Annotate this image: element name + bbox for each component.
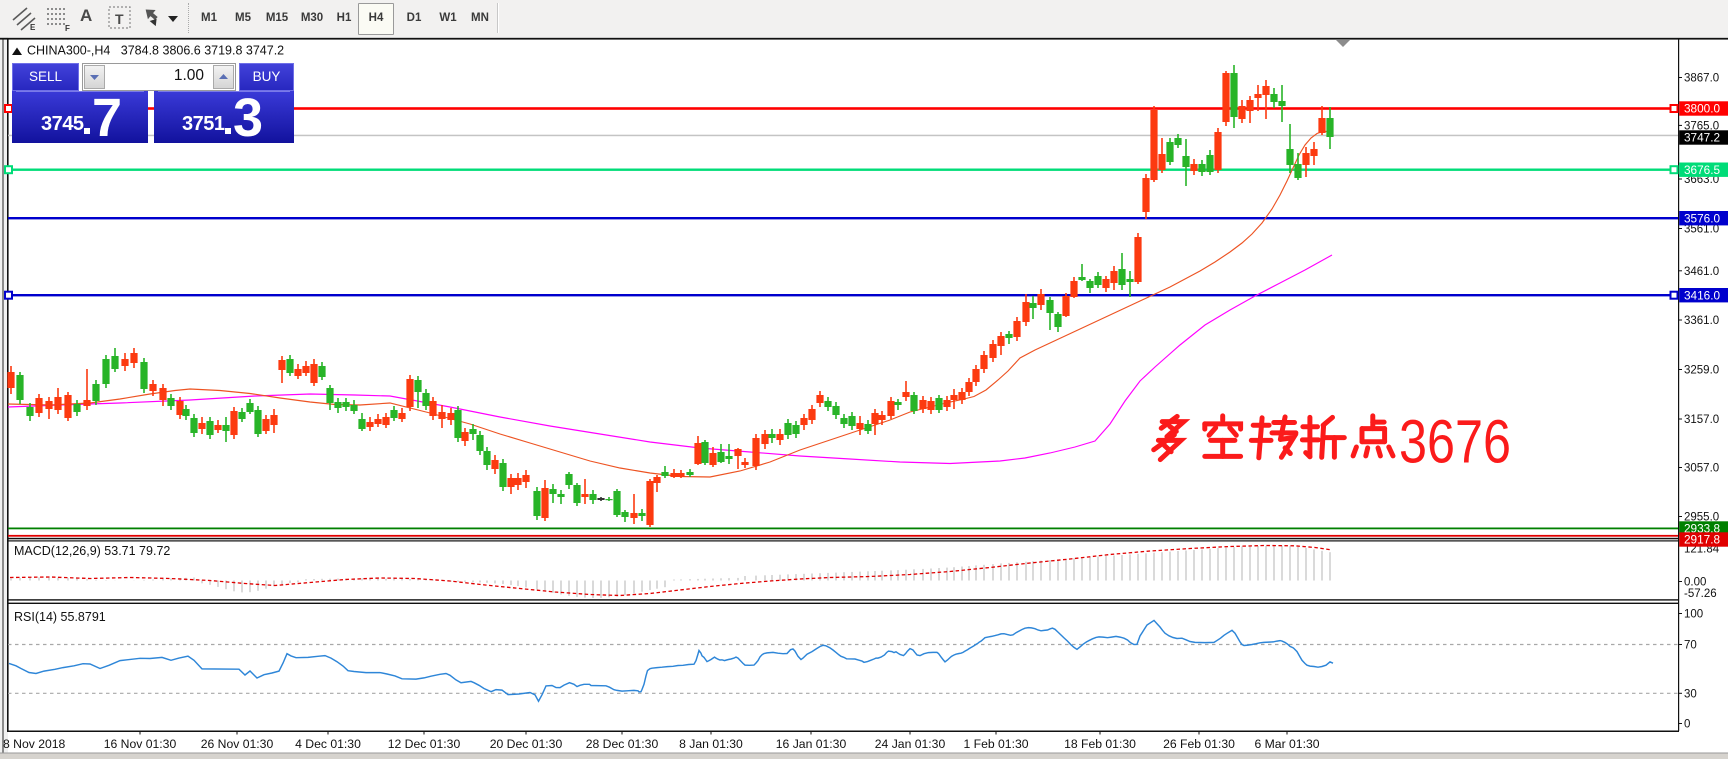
svg-text:F: F xyxy=(65,24,70,32)
svg-text:3361.0: 3361.0 xyxy=(1684,315,1719,327)
svg-text:-57.26: -57.26 xyxy=(1684,588,1717,600)
svg-text:30: 30 xyxy=(1684,688,1697,700)
svg-text:8 Jan 01:30: 8 Jan 01:30 xyxy=(679,737,743,751)
svg-text:1 Feb 01:30: 1 Feb 01:30 xyxy=(963,737,1028,751)
svg-text:E: E xyxy=(30,23,36,32)
svg-text:MACD(12,26,9) 53.71 79.72: MACD(12,26,9) 53.71 79.72 xyxy=(14,544,170,558)
svg-text:3676: 3676 xyxy=(1399,408,1511,476)
svg-text:3663.0: 3663.0 xyxy=(1684,174,1719,186)
svg-text:20 Dec 01:30: 20 Dec 01:30 xyxy=(490,737,563,751)
svg-text:3676.5: 3676.5 xyxy=(1684,163,1721,177)
svg-text:26 Nov 01:30: 26 Nov 01:30 xyxy=(201,737,274,751)
svg-text:2933.8: 2933.8 xyxy=(1684,522,1721,536)
svg-text:3800.0: 3800.0 xyxy=(1684,102,1721,116)
svg-text:3259.0: 3259.0 xyxy=(1684,365,1719,377)
svg-text:RSI(14) 55.8791: RSI(14) 55.8791 xyxy=(14,610,106,624)
svg-text:3576.0: 3576.0 xyxy=(1684,211,1721,225)
svg-text:16 Jan 01:30: 16 Jan 01:30 xyxy=(776,737,847,751)
svg-text:8 Nov 2018: 8 Nov 2018 xyxy=(3,737,66,751)
svg-text:3561.0: 3561.0 xyxy=(1684,224,1719,236)
svg-text:18 Feb 01:30: 18 Feb 01:30 xyxy=(1064,737,1136,751)
svg-text:2955.0: 2955.0 xyxy=(1684,512,1719,524)
svg-text:3157.0: 3157.0 xyxy=(1684,414,1719,426)
svg-text:100: 100 xyxy=(1684,609,1703,621)
svg-text:3867.0: 3867.0 xyxy=(1684,73,1719,85)
svg-text:T: T xyxy=(115,11,124,27)
svg-text:3765.0: 3765.0 xyxy=(1684,120,1719,132)
svg-text:3747.2: 3747.2 xyxy=(1684,131,1720,145)
svg-text:24 Jan 01:30: 24 Jan 01:30 xyxy=(875,737,946,751)
svg-text:70: 70 xyxy=(1684,640,1697,652)
svg-text:0: 0 xyxy=(1684,719,1690,731)
svg-text:3416.0: 3416.0 xyxy=(1684,288,1721,302)
svg-text:0.00: 0.00 xyxy=(1684,577,1706,589)
svg-text:6 Mar 01:30: 6 Mar 01:30 xyxy=(1254,737,1319,751)
svg-text:16 Nov 01:30: 16 Nov 01:30 xyxy=(104,737,177,751)
svg-text:26 Feb 01:30: 26 Feb 01:30 xyxy=(1163,737,1235,751)
svg-text:28 Dec 01:30: 28 Dec 01:30 xyxy=(586,737,659,751)
svg-text:3057.0: 3057.0 xyxy=(1684,463,1719,475)
svg-text:12 Dec 01:30: 12 Dec 01:30 xyxy=(388,737,461,751)
svg-text:CHINA300-,H4 3784.8 3806.6 3: CHINA300-,H4 3784.8 3806.6 3719.8 3747.2 xyxy=(27,44,284,58)
svg-text:2917.8: 2917.8 xyxy=(1684,533,1721,547)
svg-text:3461.0: 3461.0 xyxy=(1684,266,1719,278)
svg-text:4 Dec 01:30: 4 Dec 01:30 xyxy=(295,737,361,751)
